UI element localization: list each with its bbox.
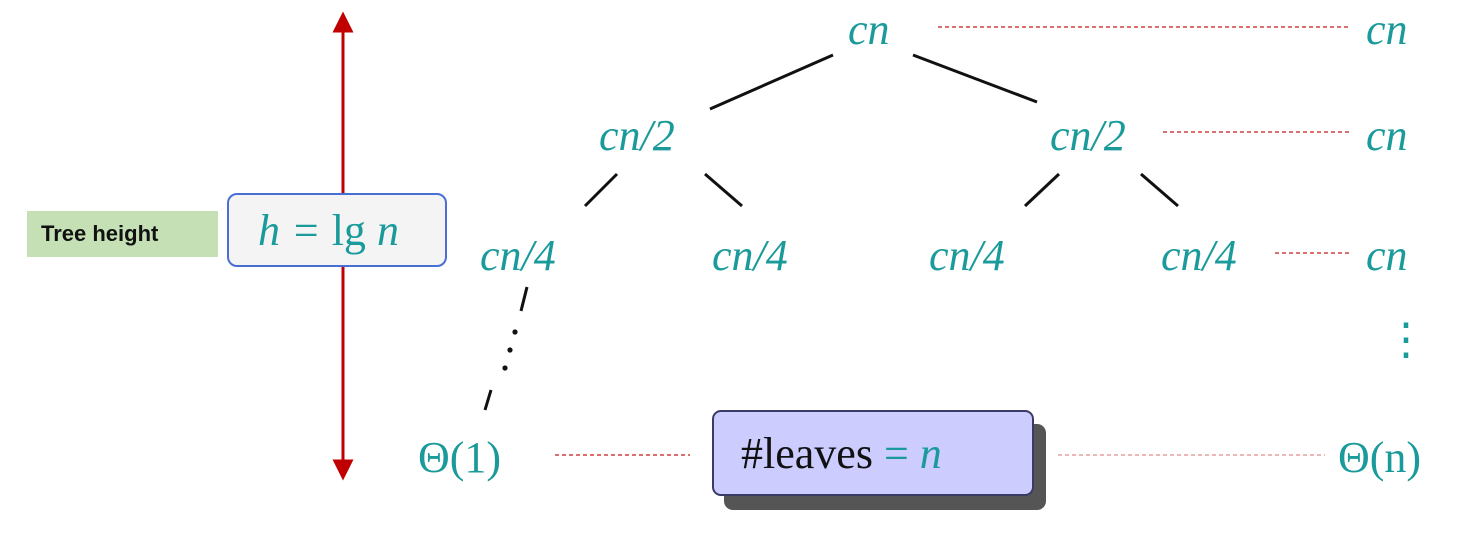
leaves-count-eq: = xyxy=(883,429,920,478)
leaves-total-cost: Θ(n) xyxy=(1338,433,1422,482)
tree-node-level2-4: cn/4 xyxy=(1161,231,1237,280)
leaves-count-text: #leaves = n xyxy=(741,432,942,476)
tree-node-level2-2: cn/4 xyxy=(712,231,788,280)
height-formula: h = lg n xyxy=(258,206,399,255)
level2-cost: cn xyxy=(1366,231,1408,280)
tree-root-node: cn xyxy=(848,5,890,54)
level1-cost: cn xyxy=(1366,111,1408,160)
tree-leaf-node: Θ(1) xyxy=(418,433,502,482)
edge-leaf-dot-3 xyxy=(502,365,508,371)
level0-cost: cn xyxy=(1366,5,1408,54)
edge-root-right xyxy=(912,53,1038,104)
leaves-count-n: n xyxy=(919,429,942,478)
edge-l1b-left xyxy=(1023,172,1061,208)
edge-root-left xyxy=(709,53,834,111)
edge-l1a-right xyxy=(704,172,743,208)
edge-leaf-dot-1 xyxy=(512,329,518,335)
leaves-count-lhs: #leaves xyxy=(741,429,884,478)
height-formula-fn: lg xyxy=(331,206,366,255)
edge-l1a-left xyxy=(583,172,619,208)
height-formula-n: n xyxy=(376,206,399,255)
leaves-count-box xyxy=(712,410,1034,496)
height-formula-box xyxy=(227,193,447,267)
height-formula-lhs: h xyxy=(258,206,280,255)
tree-height-label: Tree height xyxy=(27,211,218,257)
edge-leaf-top xyxy=(519,286,529,312)
edge-leaf-bottom xyxy=(483,389,493,411)
tree-node-level1-left: cn/2 xyxy=(599,111,675,160)
edge-leaf-dot-2 xyxy=(507,347,513,353)
cost-vertical-dots: ⋮ xyxy=(1384,315,1428,364)
tree-node-level2-1: cn/4 xyxy=(480,231,556,280)
edge-l1b-right xyxy=(1140,172,1179,208)
tree-node-level2-3: cn/4 xyxy=(929,231,1005,280)
tree-node-level1-right: cn/2 xyxy=(1050,111,1126,160)
